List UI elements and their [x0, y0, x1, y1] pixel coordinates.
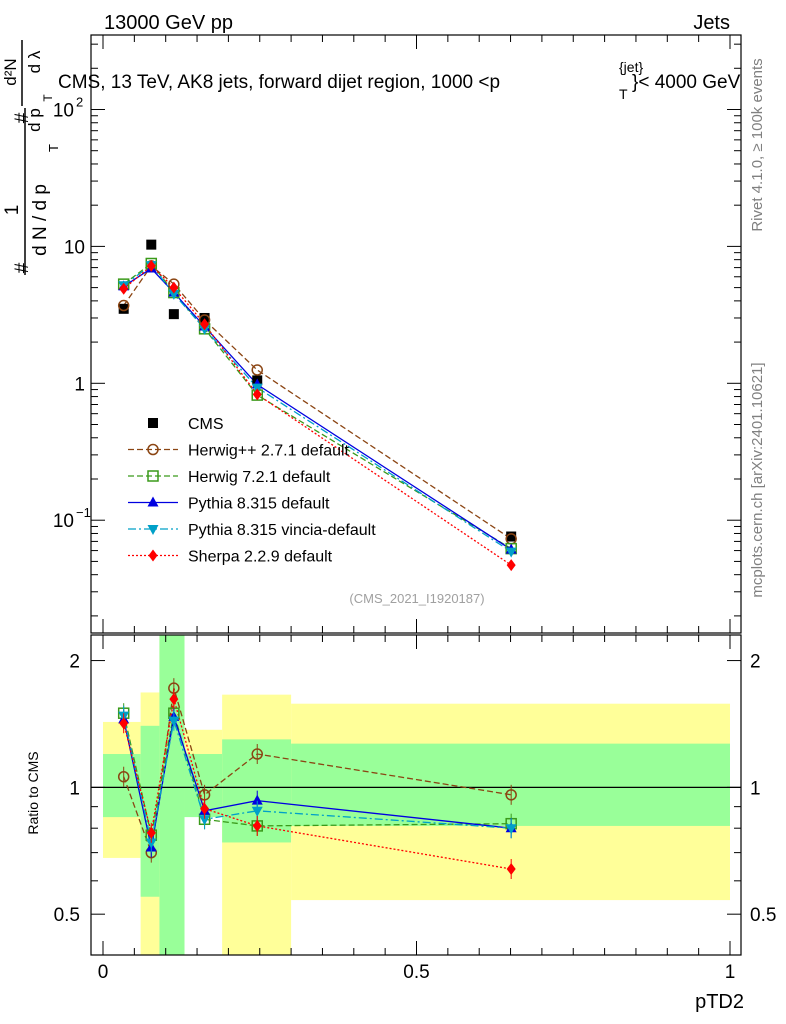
- ratio-uncertainty-bands: [91, 635, 741, 955]
- plot-title-main: CMS, 13 TeV, AK8 jets, forward dijet reg…: [58, 72, 500, 93]
- x-axis-title: pTD2: [695, 991, 744, 1013]
- main-series-lines: [123, 262, 512, 566]
- ylabel-dlambda: d λ: [25, 50, 44, 73]
- main-point-cms: [118, 303, 129, 314]
- ratio-y-tick-label-left: 0.5: [54, 905, 80, 926]
- ratio-y-tick-label-right: 0.5: [750, 905, 776, 926]
- main-point-vincia: [168, 289, 180, 300]
- main-y-tick-label: 10: [53, 100, 74, 121]
- main-line-sherpa: [123, 265, 512, 566]
- ratio-point-vincia: [168, 716, 180, 727]
- category-label: Jets: [693, 12, 730, 34]
- ratio-band-inner: [159, 635, 185, 955]
- legend-label-herwig7: Herwig 7.2.1 default: [188, 469, 331, 486]
- x-tick-label: 1: [725, 962, 736, 983]
- main-point-sherpa: [119, 282, 129, 295]
- plot-title-end: }< 4000 GeV: [632, 72, 741, 93]
- ratio-point-herwigpp: [251, 748, 263, 760]
- main-point-sherpa: [200, 318, 210, 331]
- legend-label-sherpa: Sherpa 2.2.9 default: [188, 549, 333, 566]
- main-point-cms: [146, 239, 157, 250]
- ylabel-dn-dpt: d N / d p: [30, 184, 51, 256]
- ratio-y-axis-title: Ratio to CMS: [25, 751, 41, 834]
- energy-label: 13000 GeV pp: [104, 12, 233, 34]
- ratio-point-vincia: [505, 824, 517, 835]
- main-point-sherpa: [252, 388, 262, 401]
- ylabel-dn-dpt-sub: T: [46, 144, 61, 152]
- x-tick-label: 0.5: [403, 962, 429, 983]
- ratio-point-sherpa: [252, 819, 262, 832]
- legend-marker-cms: [148, 418, 158, 428]
- ratio-band-inner: [140, 725, 160, 897]
- ratio-series-markers: [117, 678, 517, 880]
- legend-label-pythia: Pythia 8.315 default: [188, 496, 330, 513]
- side-text-rivet: Rivet 4.1.0, ≥ 100k events: [749, 58, 766, 231]
- main-y-tick-label: 1: [74, 374, 85, 395]
- main-y-tick-exponent: 2: [76, 94, 83, 109]
- ratio-point-sherpa: [169, 693, 179, 706]
- main-point-sherpa: [169, 281, 179, 294]
- ylabel-hash-1: #: [12, 262, 33, 273]
- main-point-sherpa: [506, 559, 516, 572]
- ratio-y-tick-label-left: 2: [69, 652, 80, 673]
- main-point-sherpa: [146, 259, 156, 272]
- legend-label-cms: CMS: [188, 416, 224, 433]
- plot-title-sup: {jet}: [619, 59, 643, 75]
- ylabel-dpt: d p: [25, 108, 44, 132]
- main-plot-frame: [90, 34, 742, 634]
- ratio-point-pythia: [251, 794, 263, 805]
- y-axis-label-main: # 1 d N / d p T # d²N d p T d λ: [1, 40, 61, 275]
- ratio-band-inner: [291, 743, 730, 826]
- plot-title: CMS, 13 TeV, AK8 jets, forward dijet reg…: [58, 59, 741, 102]
- legend-marker-sherpa: [148, 549, 158, 562]
- ratio-point-vincia: [199, 815, 211, 826]
- main-series-markers: [117, 239, 517, 572]
- ratio-line-sherpa: [123, 698, 512, 870]
- ylabel-one: 1: [2, 205, 23, 216]
- side-text-mcplots: mcplots.cern.ch [arXiv:2401.10621]: [749, 362, 766, 597]
- main-point-cms: [199, 312, 210, 323]
- main-point-herwigpp: [251, 364, 263, 376]
- x-tick-label: 0: [98, 962, 109, 983]
- main-y-tick-exponent: −1: [76, 505, 91, 520]
- main-point-cms: [506, 531, 517, 542]
- legend: CMS Herwig++ 2.7.1 default Herwig 7.2.1 de…: [128, 416, 376, 566]
- main-line-herwigpp: [123, 264, 512, 540]
- ratio-line-herwig7: [123, 713, 512, 836]
- ratio-point-vincia: [251, 806, 263, 817]
- ylabel-hash-2: #: [12, 112, 33, 123]
- ratio-point-herwigpp: [117, 770, 130, 783]
- plot-title-sub: T: [619, 86, 628, 102]
- ratio-y-tick-label-left: 1: [69, 778, 80, 799]
- main-point-cms: [168, 309, 179, 320]
- legend-label-vincia: Pythia 8.315 vincia-default: [188, 522, 376, 539]
- ratio-line-pythia: [123, 716, 512, 848]
- analysis-watermark: (CMS_2021_I1920187): [349, 591, 484, 606]
- ratio-y-tick-label-right: 1: [750, 778, 761, 799]
- legend-marker-vincia: [147, 525, 159, 535]
- main-y-tick-label: 10: [53, 511, 74, 532]
- ratio-point-sherpa: [119, 717, 129, 730]
- main-point-herwigpp: [117, 299, 130, 312]
- ylabel-dpt-sub: T: [41, 94, 55, 102]
- main-y-tick-label: 10: [64, 237, 85, 258]
- ratio-line-vincia: [123, 715, 512, 843]
- ratio-y-tick-label-right: 2: [750, 652, 761, 673]
- ratio-point-herwigpp: [505, 789, 517, 801]
- ylabel-d2n: d²N: [1, 58, 20, 85]
- ratio-point-sherpa: [146, 826, 156, 839]
- ratio-point-sherpa: [506, 863, 516, 876]
- ratio-point-vincia: [145, 838, 157, 849]
- ratio-point-sherpa: [200, 802, 210, 815]
- legend-marker-herwig7: [147, 470, 159, 482]
- legend-label-herwigpp: Herwig++ 2.7.1 default: [188, 443, 350, 460]
- legend-marker-pythia: [147, 496, 159, 507]
- main-point-vincia: [505, 547, 517, 558]
- legend-marker-herwigpp: [147, 443, 159, 456]
